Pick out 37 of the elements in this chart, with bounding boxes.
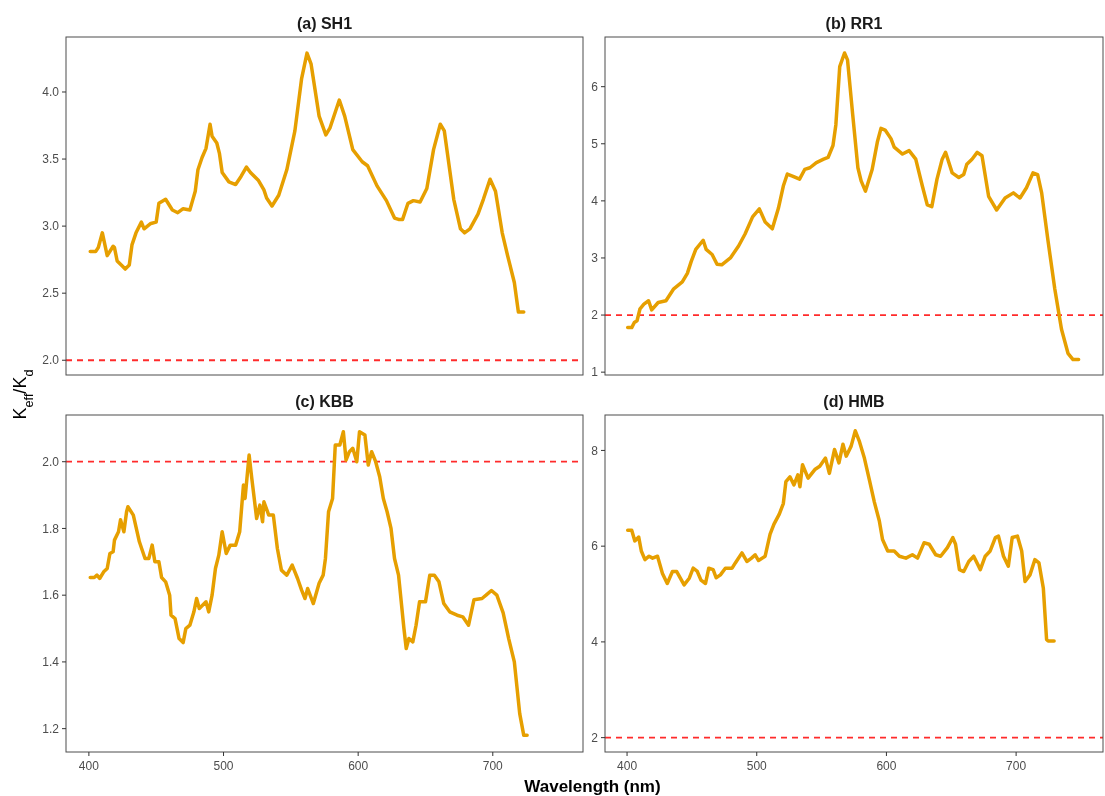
x-tick-label: 400 bbox=[78, 759, 100, 773]
line-series bbox=[88, 51, 526, 314]
y-tick-label: 2.0 bbox=[42, 353, 60, 368]
y-tick-label: 1.2 bbox=[42, 721, 60, 736]
x-tick-label: 700 bbox=[1006, 759, 1027, 773]
chart-title: (b) RR1 bbox=[825, 15, 883, 32]
y-tick-label: 4 bbox=[591, 194, 599, 209]
x-tick-label: 600 bbox=[348, 759, 369, 773]
line-series bbox=[625, 51, 1081, 362]
y-tick-label: 4.0 bbox=[42, 85, 60, 100]
y-tick-label: 2.0 bbox=[42, 454, 60, 469]
y-tick-label: 5 bbox=[591, 136, 599, 151]
y-tick-label: 3.5 bbox=[42, 152, 60, 167]
x-tick-label: 600 bbox=[876, 759, 897, 773]
chart-title: (a) SH1 bbox=[296, 15, 353, 32]
x-tick-label: 400 bbox=[617, 759, 638, 773]
line-series bbox=[625, 429, 1056, 643]
y-tick-label: 1.8 bbox=[42, 521, 60, 536]
y-tick-label: 1.6 bbox=[42, 588, 60, 603]
chart-title: (c) KBB bbox=[295, 393, 354, 410]
y-tick-label: 1.4 bbox=[42, 655, 60, 670]
line-series bbox=[88, 429, 529, 738]
y-tick-label: 2 bbox=[591, 730, 599, 745]
y-tick-label: 2.5 bbox=[42, 286, 60, 301]
y-tick-label: 2 bbox=[591, 308, 599, 323]
y-tick-label: 8 bbox=[591, 443, 599, 458]
chart-title: (d) HMB bbox=[823, 393, 885, 410]
y-tick-label: 3.0 bbox=[42, 219, 60, 234]
y-tick-label: 6 bbox=[591, 79, 599, 94]
x-axis-title: Wavelength (nm) bbox=[524, 777, 661, 796]
x-tick-label: 500 bbox=[746, 759, 768, 773]
y-tick-label: 1 bbox=[591, 365, 599, 380]
y-tick-label: 6 bbox=[591, 539, 599, 554]
y-tick-label: 4 bbox=[591, 635, 599, 650]
x-tick-label: 700 bbox=[482, 759, 504, 773]
y-tick-label: 3 bbox=[591, 251, 599, 266]
x-tick-label: 500 bbox=[213, 759, 234, 773]
